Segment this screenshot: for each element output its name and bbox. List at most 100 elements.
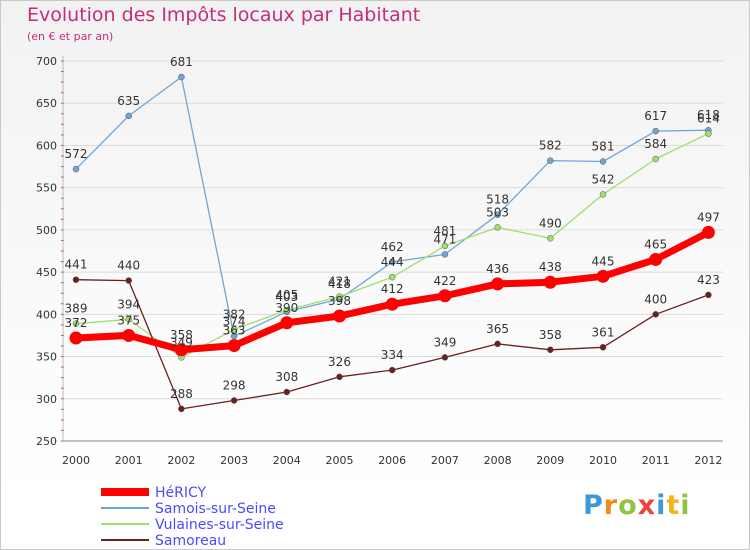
data-label: 308 xyxy=(275,370,298,384)
data-label: 412 xyxy=(381,282,404,296)
data-label: 422 xyxy=(433,274,456,288)
data-label: 441 xyxy=(65,258,88,272)
data-label: 405 xyxy=(275,288,298,302)
data-point xyxy=(599,158,607,165)
data-point xyxy=(72,276,80,283)
x-tick-label: 2011 xyxy=(642,454,670,467)
data-label: 681 xyxy=(170,55,193,69)
data-label: 358 xyxy=(170,328,193,342)
legend-label: Samoreau xyxy=(155,533,226,549)
data-label: 582 xyxy=(539,139,562,153)
data-point xyxy=(441,354,449,361)
data-label: 358 xyxy=(539,328,562,342)
y-tick-label: 350 xyxy=(36,351,57,364)
data-label: 394 xyxy=(117,297,140,311)
data-label: 490 xyxy=(539,216,562,230)
legend: HéRICYSamois-sur-SeineVulaines-sur-Seine… xyxy=(101,485,284,549)
data-point xyxy=(388,366,396,374)
data-point xyxy=(438,289,452,303)
data-label: 363 xyxy=(223,324,246,338)
x-tick-label: 2004 xyxy=(273,454,301,467)
data-point xyxy=(441,242,449,250)
data-label: 471 xyxy=(433,232,456,246)
x-tick-label: 2012 xyxy=(694,454,722,467)
data-point xyxy=(547,346,554,354)
data-label: 400 xyxy=(644,292,667,306)
data-point xyxy=(125,112,132,120)
data-label: 389 xyxy=(65,302,88,316)
data-label: 497 xyxy=(697,210,720,224)
data-point xyxy=(494,340,501,348)
data-point xyxy=(705,130,712,137)
data-label: 518 xyxy=(486,193,509,207)
y-tick-label: 550 xyxy=(36,182,57,195)
x-tick-label: 2002 xyxy=(167,454,195,467)
data-label: 361 xyxy=(592,325,615,339)
data-label: 440 xyxy=(117,259,140,273)
data-label: 403 xyxy=(275,290,298,304)
data-label: 298 xyxy=(223,378,246,392)
data-point xyxy=(336,293,343,300)
data-label: 423 xyxy=(697,273,720,287)
data-point xyxy=(701,225,715,239)
data-point xyxy=(388,273,396,281)
data-point xyxy=(705,291,712,299)
data-point xyxy=(178,73,185,81)
data-point xyxy=(72,320,80,327)
data-point xyxy=(599,344,607,351)
data-label: 618 xyxy=(697,108,720,122)
data-label: 365 xyxy=(486,322,509,336)
x-tick-label: 2000 xyxy=(62,454,90,467)
y-tick-label: 400 xyxy=(36,308,57,321)
data-point xyxy=(125,316,132,323)
data-point xyxy=(652,311,659,318)
data-labels: 372 375 358 363 390 398 412 422 436 438 445 465 497 5… xyxy=(65,55,720,401)
data-label: 326 xyxy=(328,355,351,369)
y-tick-label: 700 xyxy=(36,55,57,68)
x-tick-label: 2010 xyxy=(589,454,617,467)
data-label: 444 xyxy=(381,255,404,269)
legend-label: Vulaines-sur-Seine xyxy=(155,517,284,533)
data-label: 334 xyxy=(381,348,404,362)
x-tick-label: 2009 xyxy=(536,454,564,467)
data-point xyxy=(230,397,238,404)
data-label: 375 xyxy=(117,313,140,327)
data-label: 390 xyxy=(275,301,298,315)
data-label: 445 xyxy=(592,254,615,268)
data-point xyxy=(336,373,343,381)
data-label: 617 xyxy=(644,109,667,123)
x-tick-label: 2005 xyxy=(326,454,354,467)
chart-subtitle: (en € et par an) xyxy=(27,30,114,43)
x-tick-label: 2003 xyxy=(220,454,248,467)
x-tick-label: 2007 xyxy=(431,454,459,467)
data-label: 614 xyxy=(697,112,720,126)
data-point xyxy=(494,211,501,218)
series-line-1 xyxy=(75,76,710,337)
x-tick-label: 2006 xyxy=(378,454,406,467)
series-points xyxy=(69,73,715,413)
chart-title: Evolution des Impôts locaux par Habitant xyxy=(27,4,421,26)
data-point xyxy=(652,155,659,163)
data-label: 572 xyxy=(65,147,88,161)
data-point xyxy=(649,252,663,266)
data-point xyxy=(174,343,188,357)
x-tick-label: 2001 xyxy=(115,454,143,467)
data-point xyxy=(547,235,554,242)
legend-label: HéRICY xyxy=(155,485,207,501)
data-point xyxy=(599,191,607,198)
data-point xyxy=(388,258,396,266)
data-label: 542 xyxy=(592,172,615,186)
data-label: 635 xyxy=(117,94,140,108)
data-point xyxy=(227,339,241,353)
data-point xyxy=(280,316,294,330)
data-point xyxy=(385,297,399,311)
data-label: 418 xyxy=(328,277,351,291)
data-point xyxy=(69,331,83,345)
proxiti-logo: Proxiti xyxy=(583,490,691,521)
data-point xyxy=(178,405,185,413)
data-label: 581 xyxy=(592,139,615,153)
x-tick-label: 2008 xyxy=(484,454,512,467)
data-point xyxy=(547,157,554,164)
data-label: 436 xyxy=(486,262,509,276)
